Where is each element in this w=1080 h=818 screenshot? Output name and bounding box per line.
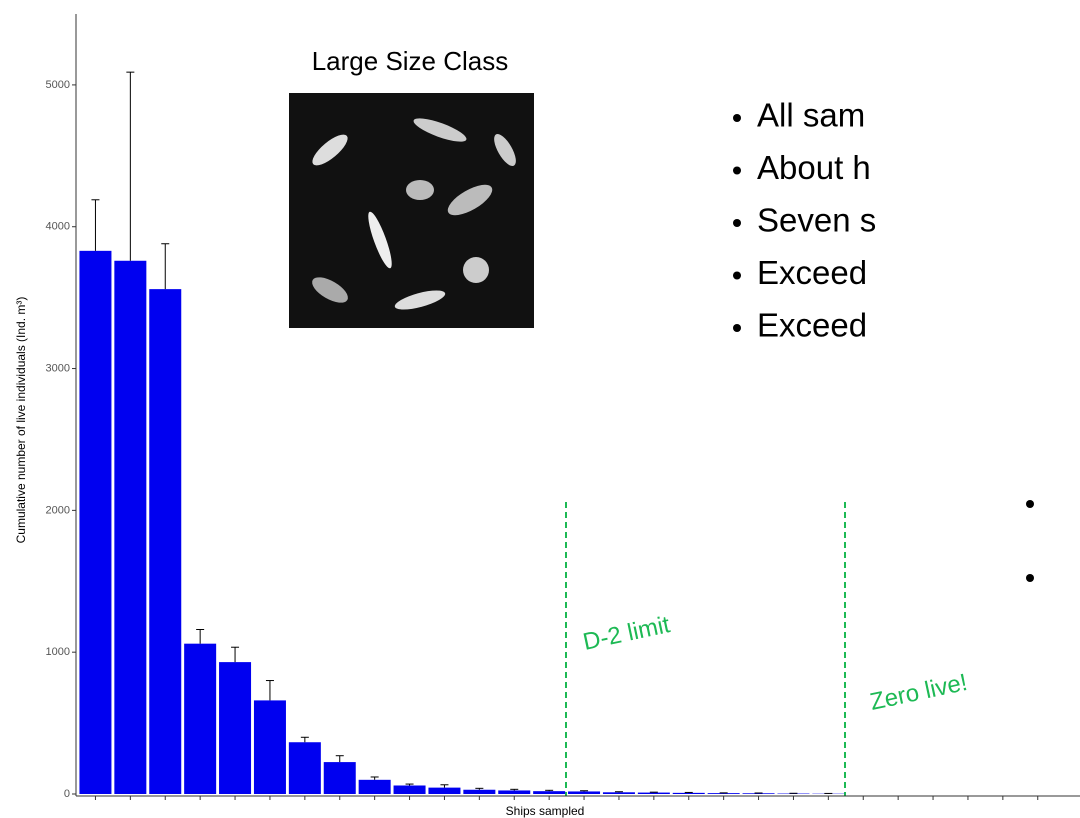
y-tick-label: 4000: [46, 221, 70, 233]
bullet-dot: [733, 272, 741, 280]
bullet-text: Exceed: [757, 307, 867, 344]
y-tick-label: 1000: [46, 646, 70, 658]
sub-bullet: [1026, 574, 1034, 582]
y-tick-label: 2000: [46, 504, 70, 516]
bar: [219, 662, 251, 794]
sub-bullet: [1026, 500, 1034, 508]
bar: [324, 762, 356, 794]
bar: [359, 780, 391, 794]
bar: [254, 700, 286, 794]
bar: [428, 788, 460, 794]
annotation: D-2 limit: [581, 611, 673, 656]
x-axis-label: Ships sampled: [506, 804, 585, 818]
bullet-dot: [733, 324, 741, 332]
bar: [603, 792, 635, 794]
image-title: Large Size Class: [312, 46, 509, 76]
bar: [114, 261, 146, 794]
bar: [673, 793, 705, 794]
bar: [498, 790, 530, 794]
annotation: Zero live!: [868, 669, 970, 716]
bar: [394, 785, 426, 794]
bullet-text: About h: [757, 149, 871, 186]
bar: [289, 742, 321, 794]
bar: [463, 790, 495, 794]
bullet-text: Seven s: [757, 202, 876, 239]
bar: [184, 644, 216, 794]
bullet-dot: [733, 167, 741, 175]
plankton-photo: [289, 93, 534, 328]
y-tick-label: 3000: [46, 362, 70, 374]
bullet-dot: [733, 114, 741, 122]
bullet-text: Exceed: [757, 254, 867, 291]
bar: [638, 793, 670, 794]
y-axis-label: Cumulative number of live individuals (I…: [14, 297, 28, 544]
slide: Large Size Class D-2 limit Zero live! Sh…: [0, 0, 1080, 818]
y-tick-label: 5000: [46, 79, 70, 91]
bullet-text: All sam: [757, 97, 865, 134]
bar: [79, 251, 111, 794]
bar: [568, 791, 600, 794]
bar: [149, 289, 181, 794]
bullet-dot: [733, 219, 741, 227]
bar: [533, 791, 565, 794]
y-tick-label: 0: [64, 788, 70, 800]
